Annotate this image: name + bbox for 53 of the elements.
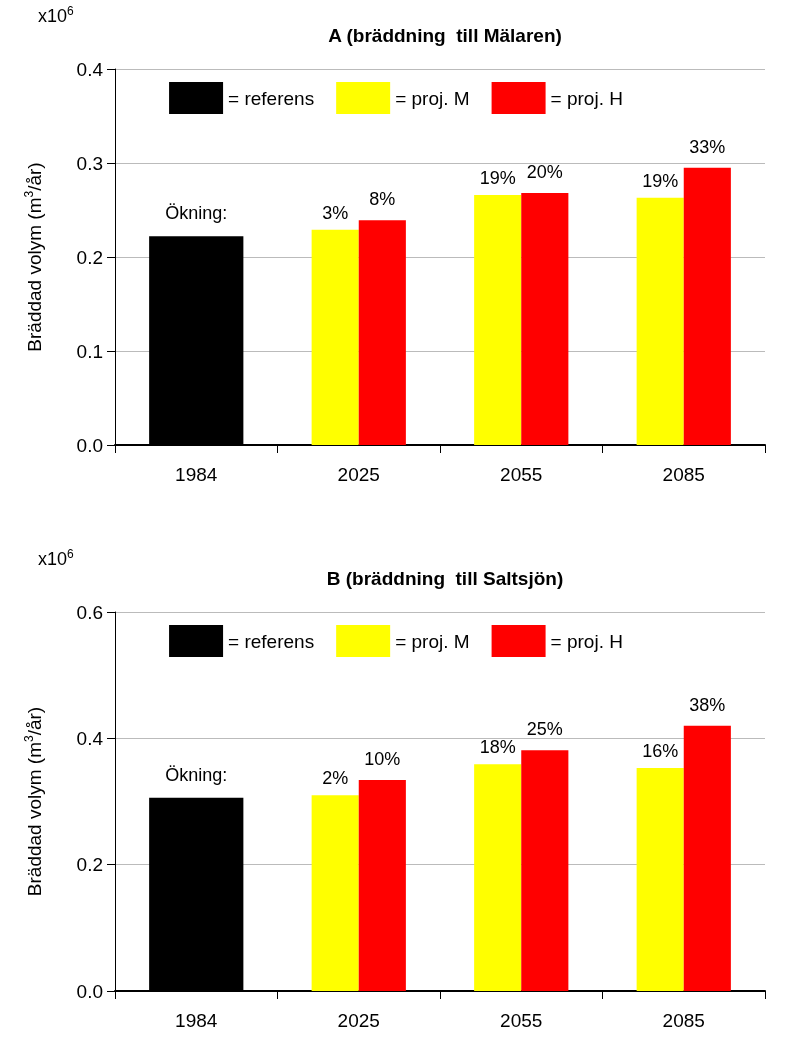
bar bbox=[636, 197, 684, 445]
annotation: 3% bbox=[322, 202, 349, 223]
y-tick-label: 0.2 bbox=[76, 854, 103, 876]
annotation: 19% bbox=[479, 167, 516, 188]
x-tick-label: 2055 bbox=[500, 1010, 543, 1031]
annotation: 18% bbox=[479, 737, 516, 758]
x-tick-label: 2055 bbox=[500, 464, 543, 485]
bar bbox=[683, 725, 731, 991]
legend-label: = proj. H bbox=[550, 87, 623, 109]
bar bbox=[311, 229, 359, 445]
y-tick-label: 0.4 bbox=[76, 727, 104, 749]
chart-title: A (bräddning till Mälaren) bbox=[328, 25, 562, 46]
y-tick-label: 0.2 bbox=[76, 246, 103, 268]
y-tick-label: 0.4 bbox=[76, 58, 104, 80]
bar bbox=[358, 780, 406, 991]
annotation: 19% bbox=[642, 170, 679, 191]
y-axis-title: Bräddad volym (m3/år) bbox=[22, 162, 45, 352]
y-axis-title: Bräddad volym (m3/år) bbox=[22, 706, 45, 897]
bar bbox=[683, 167, 731, 445]
x-tick-label: 1984 bbox=[175, 1010, 218, 1031]
bar bbox=[311, 795, 359, 991]
bar bbox=[636, 768, 684, 991]
bar bbox=[521, 193, 569, 445]
legend-label: = proj. H bbox=[550, 630, 623, 652]
legend-label: = proj. M bbox=[395, 630, 470, 652]
annotation: 2% bbox=[322, 768, 349, 789]
x-tick-label: 1984 bbox=[175, 464, 218, 485]
annotation: 8% bbox=[369, 189, 396, 210]
bar bbox=[474, 194, 522, 445]
y-tick-label: 0.0 bbox=[76, 434, 103, 456]
annotation: 25% bbox=[526, 719, 563, 740]
annotation: 10% bbox=[364, 749, 401, 770]
y-tick-label: 0.1 bbox=[76, 340, 103, 362]
y-tick-label: 0.0 bbox=[76, 980, 103, 1002]
legend-label: = referens bbox=[228, 630, 315, 652]
bar bbox=[521, 750, 569, 991]
annotation: 38% bbox=[689, 694, 726, 715]
y-tick-label: 0.3 bbox=[76, 152, 103, 174]
annotation: 16% bbox=[642, 741, 679, 762]
annotation: 20% bbox=[526, 162, 563, 183]
x-tick-label: 2025 bbox=[337, 464, 380, 485]
x-tick-label: 2085 bbox=[662, 1010, 705, 1031]
legend-label: = referens bbox=[228, 87, 315, 109]
chart-title: B (bräddning till Saltsjön) bbox=[326, 568, 564, 589]
annotation: 33% bbox=[689, 136, 726, 157]
bar bbox=[474, 764, 522, 991]
x-tick-label: 2025 bbox=[337, 1010, 380, 1031]
y-tick-label: 0.6 bbox=[76, 601, 103, 623]
legend-label: = proj. M bbox=[395, 87, 470, 109]
annotation: Ökning: bbox=[165, 764, 228, 785]
bar bbox=[358, 220, 406, 445]
annotation: Ökning: bbox=[165, 203, 228, 224]
x-tick-label: 2085 bbox=[662, 464, 705, 485]
